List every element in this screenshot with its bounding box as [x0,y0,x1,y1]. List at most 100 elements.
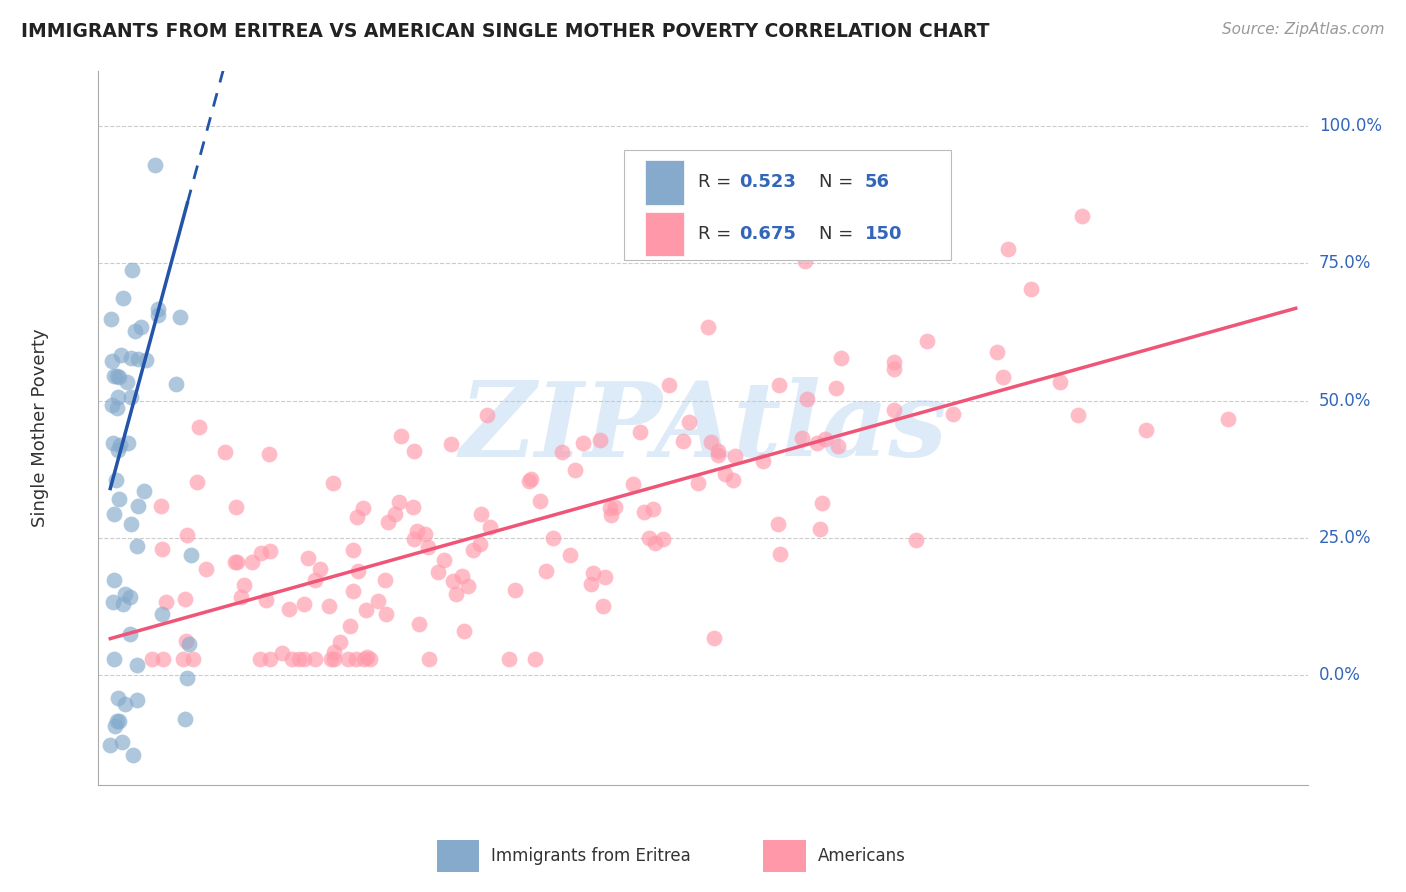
Point [470,537,492,551]
Point [346,510,368,524]
Point [534,565,557,579]
Point [623,476,645,491]
Point [120,517,142,532]
Point [141,651,163,665]
Point [143,158,166,172]
Point [108,714,131,728]
Point [169,310,191,324]
Point [808,522,831,536]
Point [1021,283,1043,297]
Point [165,377,187,392]
Point [120,351,142,366]
Point [259,544,281,558]
Point [721,473,744,487]
Point [917,334,939,348]
Point [700,435,723,450]
Point [107,442,129,457]
Point [318,599,340,614]
Point [224,555,246,569]
Point [111,735,134,749]
Point [367,594,389,608]
Point [470,507,492,521]
Point [543,531,565,545]
Point [146,308,169,322]
Point [603,500,626,514]
Point [678,415,700,429]
Point [402,500,425,514]
Point [292,651,315,665]
Point [232,577,254,591]
Point [172,651,194,665]
Point [353,651,375,665]
Point [344,651,367,665]
Point [259,651,281,665]
Point [766,517,789,532]
Point [589,433,612,447]
Point [104,719,127,733]
Point [101,354,124,368]
Point [132,484,155,499]
Point [706,443,728,458]
Point [703,631,725,645]
Point [105,714,128,728]
Point [408,616,430,631]
FancyBboxPatch shape [763,840,806,872]
Point [830,351,852,365]
Point [120,627,142,641]
Point [453,624,475,638]
Point [790,431,813,445]
Point [572,436,595,450]
Point [111,291,134,305]
Point [280,651,302,665]
Point [883,362,905,376]
Point [1067,408,1090,422]
Point [517,475,540,489]
Point [155,595,177,609]
Point [413,527,436,541]
Point [426,565,449,579]
Point [100,738,122,752]
Point [135,353,157,368]
Text: 75.0%: 75.0% [1319,254,1371,272]
Point [794,254,817,268]
Point [103,652,125,666]
Point [104,473,127,487]
Point [638,532,661,546]
Point [100,312,122,326]
Point [181,651,204,665]
FancyBboxPatch shape [645,161,683,204]
Point [374,607,396,622]
Point [524,651,547,665]
Point [187,420,209,434]
Point [127,500,149,514]
Text: N =: N = [820,225,859,244]
Point [114,587,136,601]
Point [1071,209,1094,223]
Point [418,651,440,665]
Point [450,569,472,583]
Point [108,492,131,507]
Point [152,651,174,665]
Point [564,462,586,476]
Point [259,447,281,461]
Point [707,448,730,462]
Text: Americans: Americans [818,847,905,865]
Point [124,324,146,338]
Point [121,263,143,277]
Point [101,398,124,412]
Point [339,618,361,632]
Point [374,573,396,587]
Point [592,599,614,614]
Point [1216,412,1239,426]
Point [751,454,773,468]
Point [942,407,965,421]
Point [986,344,1008,359]
Point [103,574,125,588]
Point [174,713,197,727]
Text: Immigrants from Eritrea: Immigrants from Eritrea [492,847,692,865]
Point [441,574,464,588]
Point [883,402,905,417]
Point [194,562,217,576]
Point [551,445,574,459]
Point [433,553,456,567]
